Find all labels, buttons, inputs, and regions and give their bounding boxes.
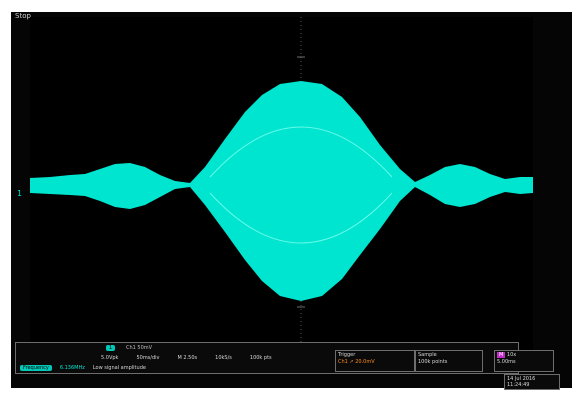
magnify-zoom: 10x — [506, 352, 517, 358]
waveform-display — [30, 17, 533, 353]
date-text: 14 Jul 2016 — [507, 376, 536, 382]
acquisition-title: Sample — [418, 352, 437, 358]
magnify-scale: 5.00ms — [497, 359, 516, 365]
am-signal-envelope — [30, 81, 533, 301]
trigger-title: Trigger — [338, 352, 356, 358]
measurement-columns: 5.0Vpk 50ms/div M 2.50s 10kS/s 100k pts — [101, 355, 361, 361]
acquisition-detail: 100k points — [418, 359, 448, 365]
magnify-readout[interactable]: M 10x 5.00ms — [494, 350, 554, 372]
acquisition-readout[interactable]: Sample 100k points — [415, 350, 483, 372]
datetime-readout: 14 Jul 2016 11:24:49 — [504, 374, 560, 390]
channel-1-ground-marker[interactable]: 1 — [17, 189, 23, 198]
top-status-bar: Stop — [11, 12, 572, 21]
measurement-label: Frequency — [20, 365, 52, 371]
column-0: 5.0Vpk — [101, 355, 119, 361]
frequency-measurement[interactable]: Frequency 6.136MHz Low signal amplitude — [20, 365, 146, 371]
trigger-source: Ch1 ↗ 20.0mV — [338, 359, 375, 365]
magnify-badge: M — [497, 352, 506, 358]
time-text: 11:24:49 — [507, 382, 530, 388]
waveform-graticule — [30, 17, 533, 353]
column-2: M 2.50s — [177, 355, 198, 361]
column-4: 100k pts — [249, 355, 272, 361]
trigger-readout[interactable]: Trigger Ch1 ↗ 20.0mV — [335, 350, 415, 372]
run-state: Stop — [15, 12, 31, 20]
channel-1-badge[interactable]: 1 — [106, 345, 116, 351]
inner-trace-upper — [209, 126, 393, 178]
column-1: 50ms/div — [136, 355, 160, 361]
channel-1-setting: Ch1 50mV — [126, 345, 153, 351]
measurement-value: 6.136MHz — [59, 365, 85, 371]
inner-trace-lower — [209, 192, 393, 244]
measurement-note: Low signal amplitude — [92, 365, 146, 371]
column-3: 10kS/s — [215, 355, 232, 361]
oscilloscope-frame: Stop T 1 — [11, 12, 572, 388]
